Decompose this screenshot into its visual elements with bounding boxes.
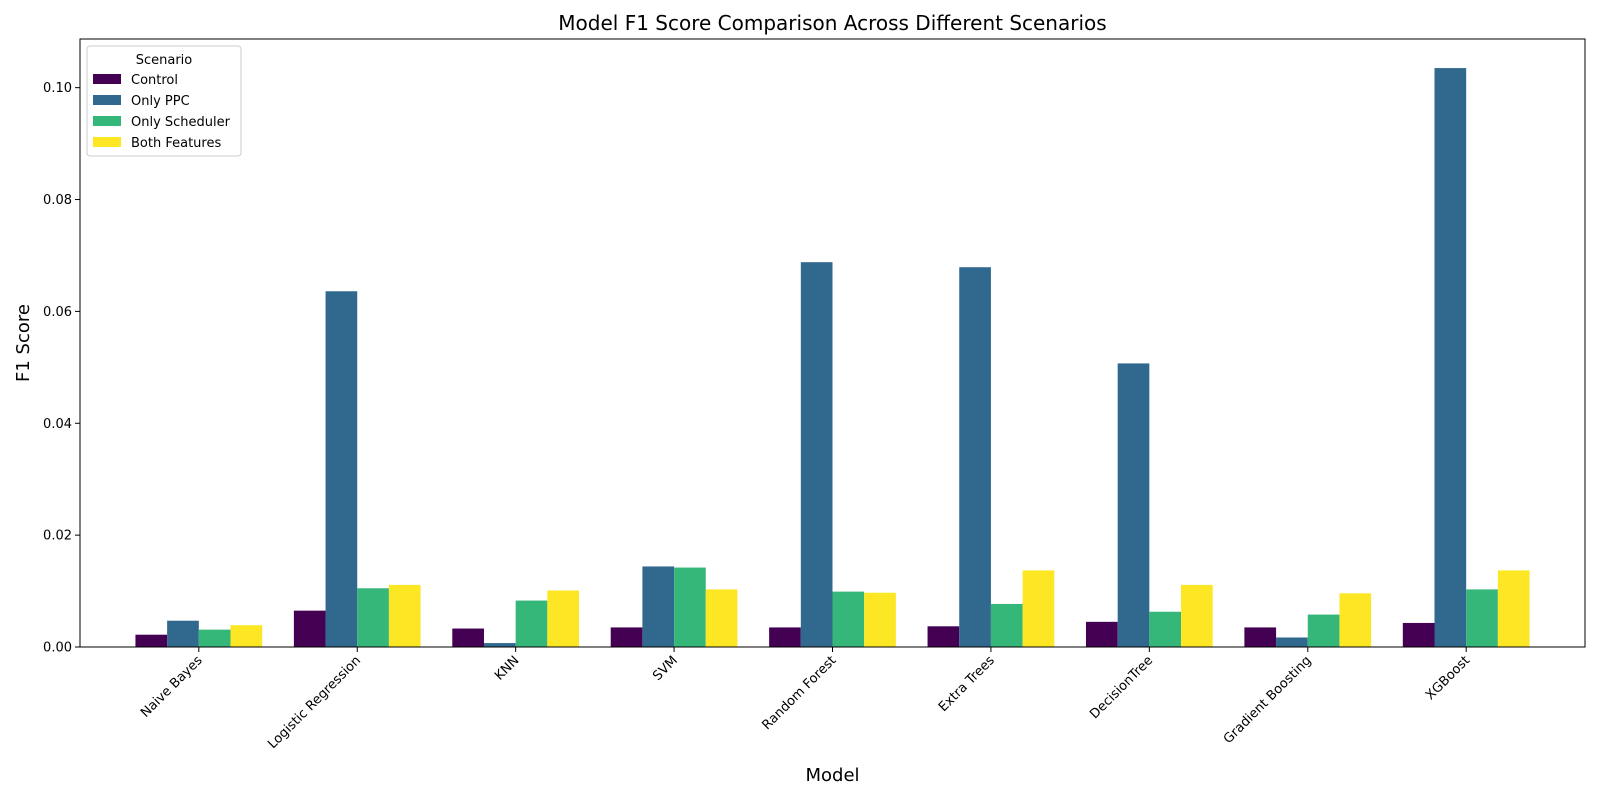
bar-only-scheduler-2 bbox=[515, 600, 548, 647]
legend-swatch bbox=[93, 95, 121, 105]
bar-only-scheduler-3 bbox=[674, 567, 706, 647]
bar-only-ppc-5 bbox=[959, 267, 991, 647]
bar-only-ppc-1 bbox=[325, 291, 358, 647]
y-tick-label: 0.10 bbox=[43, 81, 72, 96]
legend-label: Only PPC bbox=[131, 94, 190, 109]
bar-only-scheduler-5 bbox=[990, 603, 1023, 647]
bar-both-features-3 bbox=[705, 589, 738, 647]
y-tick-label: 0.02 bbox=[43, 529, 72, 544]
bar-both-features-8 bbox=[1497, 570, 1530, 647]
bar-control-0 bbox=[135, 634, 168, 647]
x-tick-label: Extra Trees bbox=[936, 653, 998, 715]
bar-control-2 bbox=[452, 628, 484, 647]
bar-both-features-0 bbox=[230, 625, 263, 647]
y-axis-ticks: 0.00 0.02 0.04 0.06 0.08 0.10 bbox=[43, 81, 80, 656]
y-axis-label: F1 Score bbox=[13, 304, 34, 382]
x-tick-label: XGBoost bbox=[1423, 653, 1473, 703]
x-tick-label: Gradient Boosting bbox=[1221, 653, 1315, 747]
x-tick-label: Logistic Regression bbox=[265, 653, 364, 752]
bar-control-3 bbox=[610, 627, 643, 647]
bar-only-ppc-6 bbox=[1117, 363, 1150, 647]
legend-items: Control Only PPC Only Scheduler Both Featur… bbox=[93, 73, 231, 151]
bar-only-ppc-8 bbox=[1434, 68, 1467, 647]
x-tick-label: DecisionTree bbox=[1087, 653, 1156, 722]
bar-only-scheduler-0 bbox=[198, 629, 231, 647]
bar-control-1 bbox=[293, 610, 326, 647]
legend: Scenario Control Only PPC Only Scheduler Bo… bbox=[86, 45, 242, 157]
legend-label: Both Features bbox=[131, 136, 221, 151]
bar-only-scheduler-8 bbox=[1466, 589, 1498, 647]
legend-swatch bbox=[93, 74, 121, 84]
bar-control-6 bbox=[1085, 621, 1118, 647]
bar-both-features-4 bbox=[864, 592, 896, 647]
bar-only-scheduler-1 bbox=[357, 588, 389, 647]
bar-control-8 bbox=[1402, 622, 1435, 647]
x-axis-ticks: Naive Bayes Logistic Regression KNN SVM Rand… bbox=[138, 647, 1473, 752]
bar-only-scheduler-7 bbox=[1307, 614, 1340, 647]
x-tick-label: Naive Bayes bbox=[138, 653, 206, 721]
legend-label: Only Scheduler bbox=[131, 115, 231, 130]
bar-only-scheduler-4 bbox=[832, 591, 865, 647]
y-tick-label: 0.04 bbox=[43, 417, 72, 432]
legend-title: Scenario bbox=[136, 53, 193, 68]
bar-control-7 bbox=[1244, 627, 1277, 647]
y-tick-label: 0.08 bbox=[43, 193, 72, 208]
y-tick-label: 0.06 bbox=[43, 305, 72, 320]
bar-both-features-1 bbox=[388, 584, 421, 647]
chart-title: Model F1 Score Comparison Across Differe… bbox=[558, 11, 1106, 35]
bar-only-ppc-2 bbox=[483, 643, 516, 647]
legend-swatch bbox=[93, 116, 121, 126]
plot-area bbox=[135, 68, 1530, 647]
bar-only-ppc-7 bbox=[1276, 637, 1308, 647]
bar-only-ppc-3 bbox=[642, 566, 675, 647]
bar-both-features-5 bbox=[1022, 570, 1055, 647]
legend-label: Control bbox=[131, 73, 178, 88]
bar-both-features-7 bbox=[1339, 593, 1372, 647]
bar-control-4 bbox=[769, 627, 801, 647]
y-tick-label: 0.00 bbox=[43, 641, 72, 656]
x-tick-label: SVM bbox=[650, 653, 681, 684]
x-tick-label: KNN bbox=[492, 653, 522, 683]
bar-both-features-2 bbox=[547, 590, 580, 647]
legend-swatch bbox=[93, 137, 121, 147]
legend-box bbox=[86, 45, 242, 157]
bar-both-features-6 bbox=[1181, 584, 1213, 647]
bar-only-scheduler-6 bbox=[1149, 611, 1182, 647]
bar-only-ppc-0 bbox=[167, 620, 199, 647]
x-tick-label: Random Forest bbox=[760, 653, 840, 733]
x-axis-label: Model bbox=[805, 765, 859, 786]
bar-control-5 bbox=[927, 626, 960, 647]
bar-only-ppc-4 bbox=[800, 262, 833, 647]
